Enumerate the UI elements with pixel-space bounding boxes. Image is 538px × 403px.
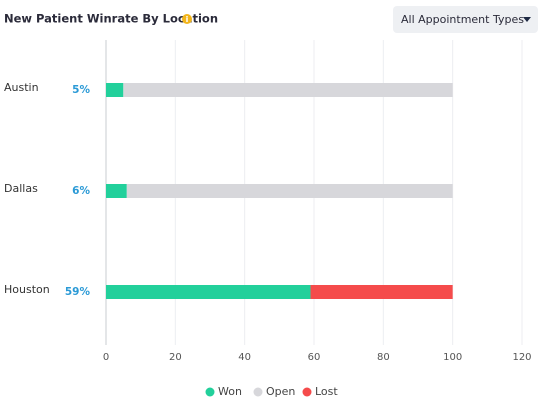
x-tick-label: 60 <box>308 352 321 363</box>
bar-segment <box>310 285 453 299</box>
legend-label: Won <box>218 385 242 398</box>
x-tick-label: 0 <box>103 352 109 363</box>
legend-marker <box>205 387 215 397</box>
category-label: Houston <box>4 283 50 296</box>
bar-segment <box>106 83 124 97</box>
legend-marker <box>253 387 263 397</box>
bar-segment <box>106 285 311 299</box>
dropdown-label[interactable]: All Appointment Types <box>401 13 524 26</box>
x-tick-label: 80 <box>377 352 390 363</box>
info-icon[interactable] <box>182 14 192 24</box>
category-label: Austin <box>4 81 39 94</box>
legend-marker <box>302 387 312 397</box>
dropdown-caret[interactable] <box>523 17 531 22</box>
chart-title: New Patient Winrate By Location <box>4 12 218 26</box>
bar-segment <box>126 184 453 198</box>
x-tick-label: 20 <box>169 352 182 363</box>
x-tick-label: 40 <box>238 352 251 363</box>
dropdown-bg[interactable] <box>393 6 538 33</box>
legend-label: Open <box>266 385 295 398</box>
legend-label: Lost <box>315 385 338 398</box>
x-tick-label: 100 <box>443 352 462 363</box>
x-tick-label: 120 <box>512 352 531 363</box>
bar-segment <box>106 184 127 198</box>
value-label: 6% <box>72 185 90 197</box>
info-glyph: i <box>186 15 189 24</box>
value-label: 59% <box>65 286 91 298</box>
value-label: 5% <box>72 84 90 96</box>
category-label: Dallas <box>4 182 38 195</box>
filter-dropdown[interactable]: All Appointment Types <box>393 6 538 33</box>
bar-segment <box>123 83 453 97</box>
